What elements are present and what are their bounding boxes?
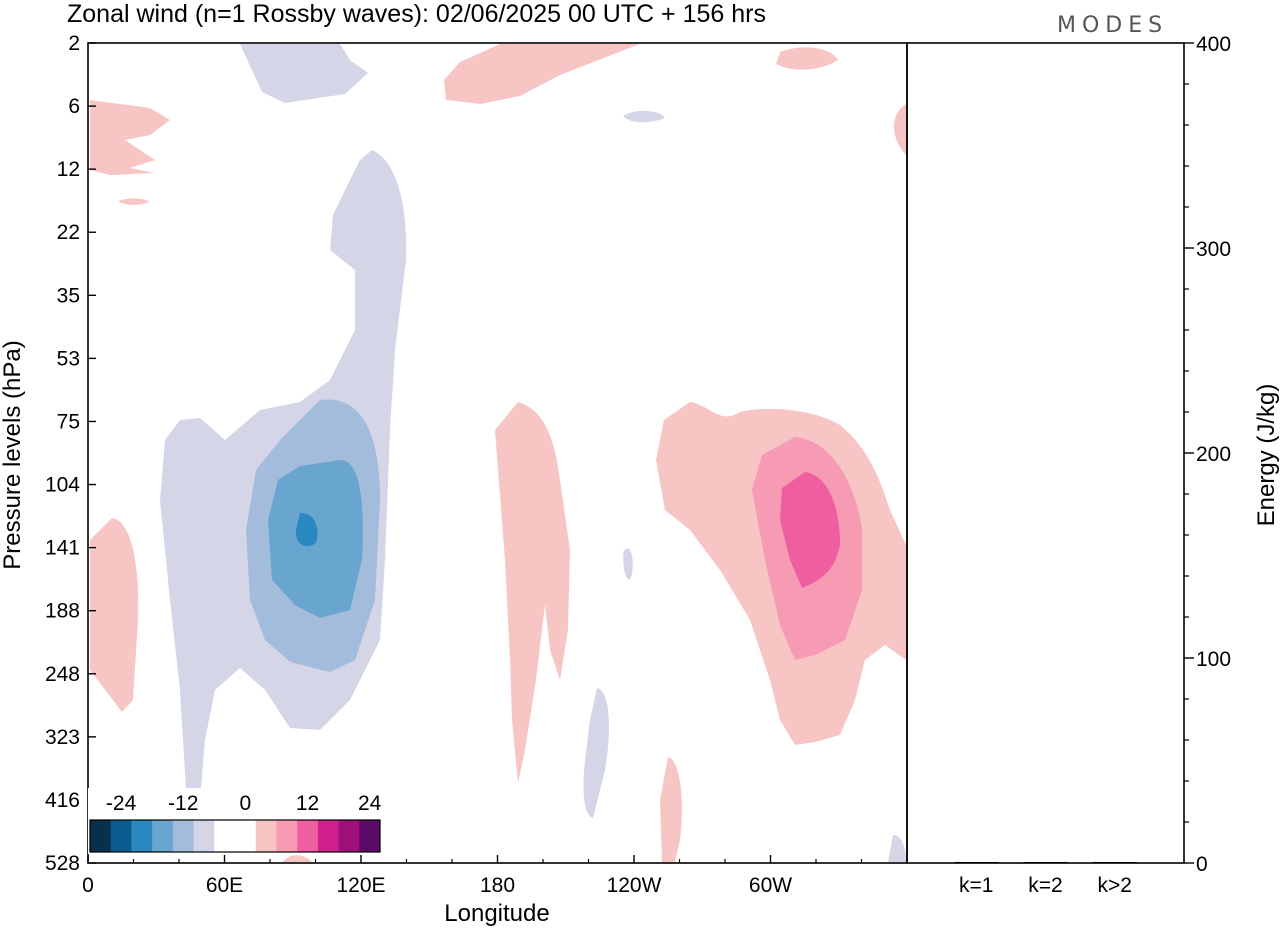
positive-contour-left — [90, 518, 139, 712]
longitude-axis: 0 60E 120E 180 120W 60W — [82, 855, 863, 897]
y-tick-label: 141 — [45, 537, 80, 560]
y-tick-label: 323 — [45, 726, 80, 749]
colorbar-legend: -24 -12 0 12 24 — [88, 788, 382, 854]
colorbar-label: -24 — [106, 792, 137, 815]
y-tick-label: 35 — [57, 284, 80, 307]
positive-contour-mid — [495, 402, 570, 783]
y-axis-label: Pressure levels (hPa) — [0, 340, 26, 569]
energy-axis-label: Energy (J/kg) — [1253, 384, 1280, 527]
x-tick-label: 120W — [607, 874, 662, 897]
energy-bar — [1092, 861, 1137, 864]
colorbar-swatch — [172, 820, 195, 852]
colorbar-swatch — [193, 820, 215, 852]
positive-contour-upper-right — [776, 47, 838, 70]
positive-contour-upper-left — [90, 100, 170, 175]
energy-bar-label: k=2 — [1028, 874, 1062, 897]
positive-contour-upper-mid — [444, 44, 640, 104]
x-tick-label: 60E — [206, 874, 243, 897]
y-tick-label: 53 — [57, 347, 80, 370]
x-tick-label: 180 — [480, 874, 515, 897]
colorbar-swatch — [255, 820, 277, 852]
colorbar-frame — [89, 819, 381, 853]
pressure-axis: 2 6 12 22 35 53 75 104 141 188 248 323 416 528 — [45, 32, 96, 875]
energy-tick-label: 400 — [1196, 33, 1231, 56]
energy-bar-label: k>2 — [1098, 874, 1132, 897]
modes-logo: MODES — [1057, 13, 1168, 38]
energy-tick-label: 100 — [1196, 648, 1231, 671]
negative-contour-small-3 — [623, 110, 665, 123]
positive-contour-bottom — [660, 757, 682, 862]
y-tick-label: 416 — [45, 789, 80, 812]
colorbar-label: 0 — [240, 792, 252, 815]
colorbar-label: -12 — [168, 792, 198, 815]
colorbar-swatch — [317, 820, 340, 852]
negative-contour-small-2 — [623, 548, 633, 580]
x-tick-label: 60W — [749, 874, 792, 897]
y-tick-label: 2 — [68, 32, 80, 55]
y-tick-label: 104 — [45, 474, 80, 497]
y-tick-label: 248 — [45, 663, 80, 686]
colorbar-swatch — [90, 820, 112, 852]
y-tick-label: 528 — [45, 852, 80, 875]
colorbar-swatch — [110, 820, 132, 852]
x-tick-label: 0 — [82, 874, 94, 897]
positive-contour-12 — [780, 472, 840, 588]
colorbar-swatch — [235, 820, 257, 852]
colorbar-swatch — [359, 820, 381, 852]
negative-contour-corner — [888, 835, 906, 862]
colorbar-swatch — [276, 820, 298, 852]
colorbar-label: 12 — [296, 792, 319, 815]
x-tick-label: 120E — [336, 874, 385, 897]
colorbar-label: 24 — [358, 792, 382, 815]
energy-tick-label: 0 — [1196, 853, 1208, 876]
negative-contour-upper — [90, 44, 368, 103]
colorbar-swatch — [152, 820, 174, 852]
energy-tick-label: 300 — [1196, 238, 1231, 261]
negative-contour-20 — [295, 512, 318, 547]
colorbar-swatch — [131, 820, 153, 852]
positive-contour-bottom-left — [283, 855, 312, 862]
y-tick-label: 188 — [45, 600, 80, 623]
energy-tick-label: 200 — [1196, 443, 1231, 466]
energy-bar — [954, 861, 999, 864]
y-tick-label: 12 — [57, 158, 80, 181]
y-tick-label: 6 — [68, 95, 80, 118]
y-tick-label: 22 — [57, 221, 80, 244]
energy-bar — [1023, 861, 1068, 864]
energy-axis: 0 100 200 300 400 — [1184, 33, 1231, 876]
y-tick-label: 75 — [57, 410, 80, 433]
positive-contour-speck-1 — [118, 198, 150, 205]
negative-contour-small-1 — [583, 688, 609, 818]
chart-title: Zonal wind (n=1 Rossby waves): 02/06/202… — [67, 0, 766, 28]
colorbar-swatch — [297, 820, 319, 852]
energy-bar-label: k=1 — [959, 874, 993, 897]
x-axis-label: Longitude — [444, 900, 549, 927]
energy-panel-frame — [906, 42, 1185, 864]
positive-contour-edge — [893, 104, 906, 155]
colorbar-swatch — [214, 820, 236, 852]
energy-bars: k=1 k=2 k>2 — [954, 861, 1137, 897]
contour-field — [90, 44, 906, 862]
colorbar-swatch — [338, 820, 360, 852]
